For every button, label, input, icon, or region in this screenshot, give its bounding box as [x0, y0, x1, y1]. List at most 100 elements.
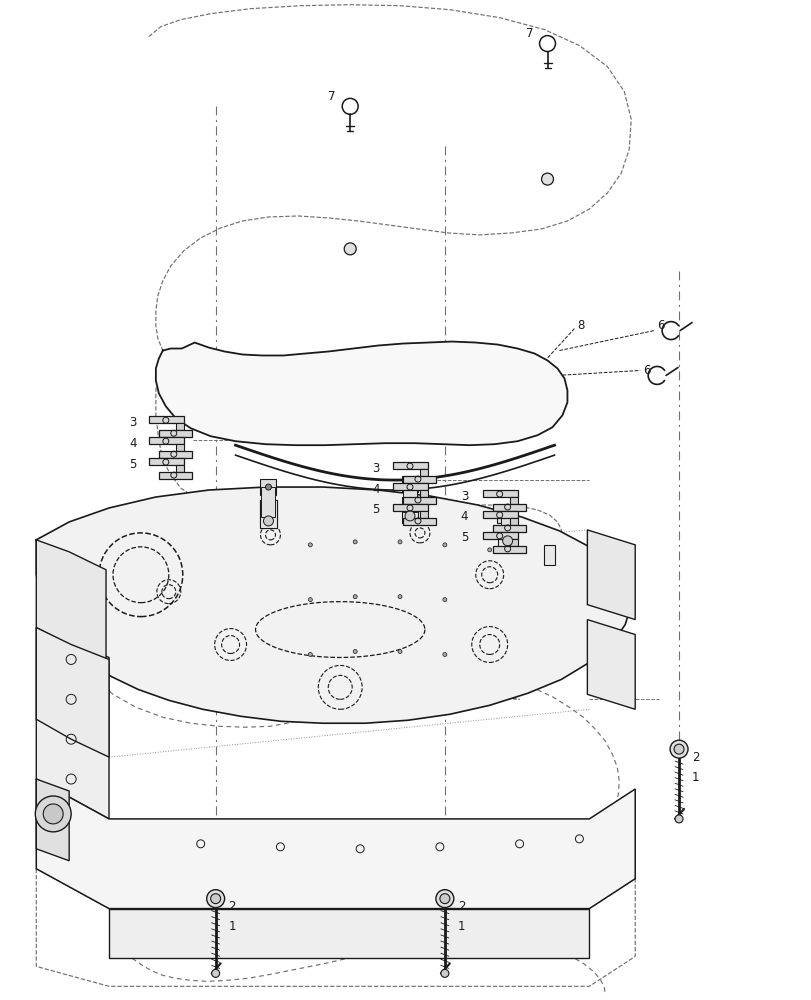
Text: 2: 2 — [457, 900, 465, 913]
Polygon shape — [543, 545, 555, 565]
Text: 5: 5 — [371, 503, 379, 516]
Circle shape — [405, 511, 414, 521]
Circle shape — [341, 98, 358, 114]
Circle shape — [501, 512, 507, 518]
Polygon shape — [483, 532, 517, 539]
Text: 7: 7 — [328, 90, 336, 103]
Text: 1: 1 — [229, 920, 236, 933]
Polygon shape — [419, 490, 427, 497]
Circle shape — [440, 969, 448, 977]
Text: 5: 5 — [129, 458, 136, 471]
Polygon shape — [492, 504, 525, 511]
Circle shape — [442, 652, 446, 656]
Polygon shape — [260, 479, 276, 495]
Polygon shape — [148, 437, 183, 444]
Polygon shape — [402, 484, 417, 512]
Polygon shape — [36, 628, 109, 757]
Circle shape — [436, 890, 453, 908]
Polygon shape — [156, 342, 567, 445]
Circle shape — [308, 598, 312, 602]
Polygon shape — [586, 620, 634, 709]
Circle shape — [353, 595, 357, 599]
Polygon shape — [401, 497, 418, 523]
Polygon shape — [159, 472, 191, 479]
Polygon shape — [402, 497, 436, 504]
Text: 8: 8 — [577, 319, 584, 332]
Circle shape — [353, 540, 357, 544]
Text: 2: 2 — [229, 900, 236, 913]
Polygon shape — [586, 530, 634, 620]
Polygon shape — [483, 490, 517, 497]
Polygon shape — [419, 511, 427, 518]
Polygon shape — [419, 469, 427, 476]
Polygon shape — [36, 779, 69, 861]
Polygon shape — [492, 546, 525, 553]
Text: 3: 3 — [129, 416, 136, 429]
Circle shape — [35, 796, 71, 832]
Circle shape — [442, 598, 446, 602]
Circle shape — [406, 481, 413, 487]
Circle shape — [669, 740, 687, 758]
Polygon shape — [109, 909, 589, 958]
Circle shape — [674, 815, 682, 823]
Text: 4: 4 — [129, 437, 136, 450]
Polygon shape — [159, 451, 191, 458]
Circle shape — [397, 649, 401, 653]
Circle shape — [673, 744, 683, 754]
Text: 4: 4 — [461, 510, 468, 523]
Circle shape — [502, 536, 512, 546]
Polygon shape — [497, 528, 511, 550]
Circle shape — [541, 173, 553, 185]
Polygon shape — [401, 476, 418, 492]
Circle shape — [263, 516, 273, 526]
Circle shape — [308, 652, 312, 656]
Circle shape — [344, 243, 356, 255]
Circle shape — [397, 595, 401, 599]
Polygon shape — [36, 487, 630, 723]
Text: 1: 1 — [457, 920, 465, 933]
Polygon shape — [175, 465, 183, 472]
Polygon shape — [393, 462, 427, 469]
Text: 3: 3 — [371, 462, 379, 475]
Polygon shape — [148, 458, 183, 465]
Polygon shape — [483, 511, 517, 518]
Polygon shape — [509, 497, 517, 504]
Polygon shape — [402, 476, 436, 483]
Text: 6: 6 — [642, 364, 650, 377]
Circle shape — [308, 543, 312, 547]
Polygon shape — [175, 423, 183, 430]
Text: 2: 2 — [691, 751, 698, 764]
Polygon shape — [260, 500, 277, 528]
Polygon shape — [260, 500, 277, 528]
Circle shape — [210, 894, 221, 904]
Circle shape — [353, 649, 357, 653]
Circle shape — [397, 540, 401, 544]
Circle shape — [43, 804, 63, 824]
Polygon shape — [36, 628, 109, 819]
Text: 1: 1 — [691, 771, 698, 784]
Polygon shape — [36, 779, 634, 909]
Polygon shape — [393, 504, 427, 511]
Circle shape — [539, 36, 555, 52]
Circle shape — [207, 890, 225, 908]
Polygon shape — [159, 430, 191, 437]
Polygon shape — [496, 507, 512, 523]
Circle shape — [212, 969, 219, 977]
Polygon shape — [36, 540, 106, 659]
Polygon shape — [261, 487, 275, 517]
Polygon shape — [393, 483, 427, 490]
Text: 5: 5 — [461, 531, 468, 544]
Circle shape — [440, 894, 449, 904]
Circle shape — [442, 543, 446, 547]
Text: 3: 3 — [461, 490, 468, 503]
Circle shape — [265, 484, 271, 490]
Text: 4: 4 — [371, 483, 380, 496]
Polygon shape — [175, 444, 183, 451]
Text: 7: 7 — [525, 27, 533, 40]
Polygon shape — [500, 515, 514, 537]
Polygon shape — [148, 416, 183, 423]
Text: 6: 6 — [656, 319, 664, 332]
Circle shape — [487, 548, 491, 552]
Polygon shape — [509, 518, 517, 525]
Polygon shape — [402, 518, 436, 525]
